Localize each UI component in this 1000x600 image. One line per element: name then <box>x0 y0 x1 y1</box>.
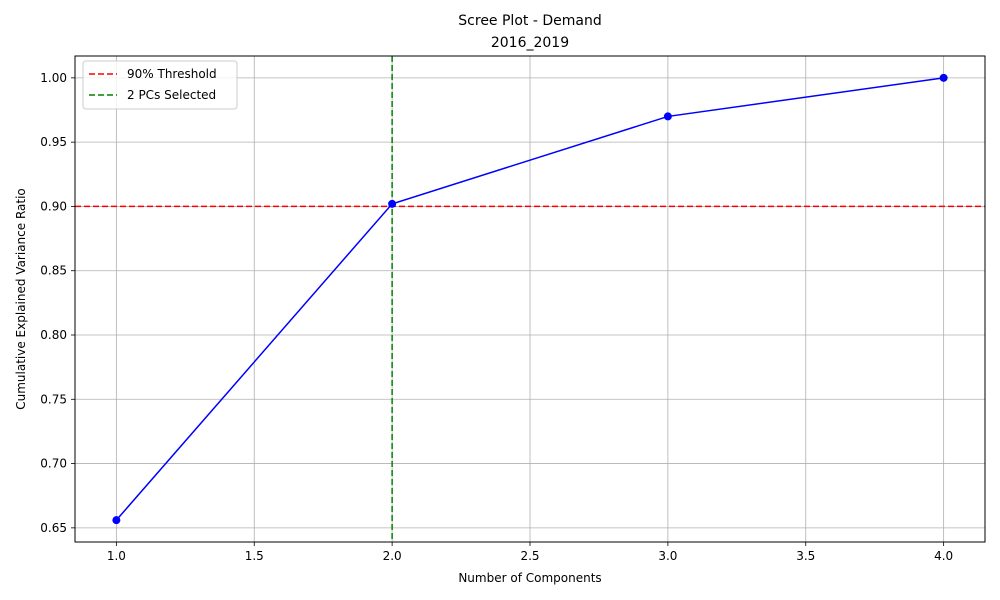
y-tick-label: 0.75 <box>40 392 67 406</box>
data-point <box>112 516 121 525</box>
data-point <box>663 112 672 121</box>
x-tick-label: 3.0 <box>658 549 677 563</box>
y-tick-label: 0.65 <box>40 521 67 535</box>
y-axis-ticks: 0.65 0.70 0.75 0.80 0.85 0.90 0.95 1.00 <box>40 71 75 535</box>
legend-label-threshold: 90% Threshold <box>127 67 217 81</box>
x-tick-label: 3.5 <box>796 549 815 563</box>
chart-subtitle: 2016_2019 <box>491 35 569 51</box>
data-series <box>112 73 948 525</box>
x-tick-label: 1.0 <box>107 549 126 563</box>
y-tick-label: 0.70 <box>40 457 67 471</box>
x-tick-label: 2.0 <box>383 549 402 563</box>
legend: 90% Threshold 2 PCs Selected <box>82 60 238 110</box>
y-tick-label: 0.90 <box>40 199 67 213</box>
chart-title: Scree Plot - Demand <box>458 13 601 29</box>
x-axis-ticks: 1.0 1.5 2.0 2.5 3.0 3.5 4.0 <box>107 542 953 563</box>
y-tick-label: 0.95 <box>40 135 67 149</box>
data-point <box>388 199 397 208</box>
grid-lines <box>75 56 985 542</box>
x-tick-label: 2.5 <box>520 549 539 563</box>
legend-box <box>82 60 238 110</box>
x-tick-label: 1.5 <box>245 549 264 563</box>
x-tick-label: 4.0 <box>934 549 953 563</box>
y-axis-label: Cumulative Explained Variance Ratio <box>14 188 28 410</box>
data-point <box>939 73 948 82</box>
y-tick-label: 0.85 <box>40 264 67 278</box>
x-axis-label: Number of Components <box>458 571 601 585</box>
y-tick-label: 1.00 <box>40 71 67 85</box>
y-tick-label: 0.80 <box>40 328 67 342</box>
legend-label-selected: 2 PCs Selected <box>127 88 216 102</box>
reference-lines <box>75 56 985 542</box>
series-line <box>115 77 944 521</box>
